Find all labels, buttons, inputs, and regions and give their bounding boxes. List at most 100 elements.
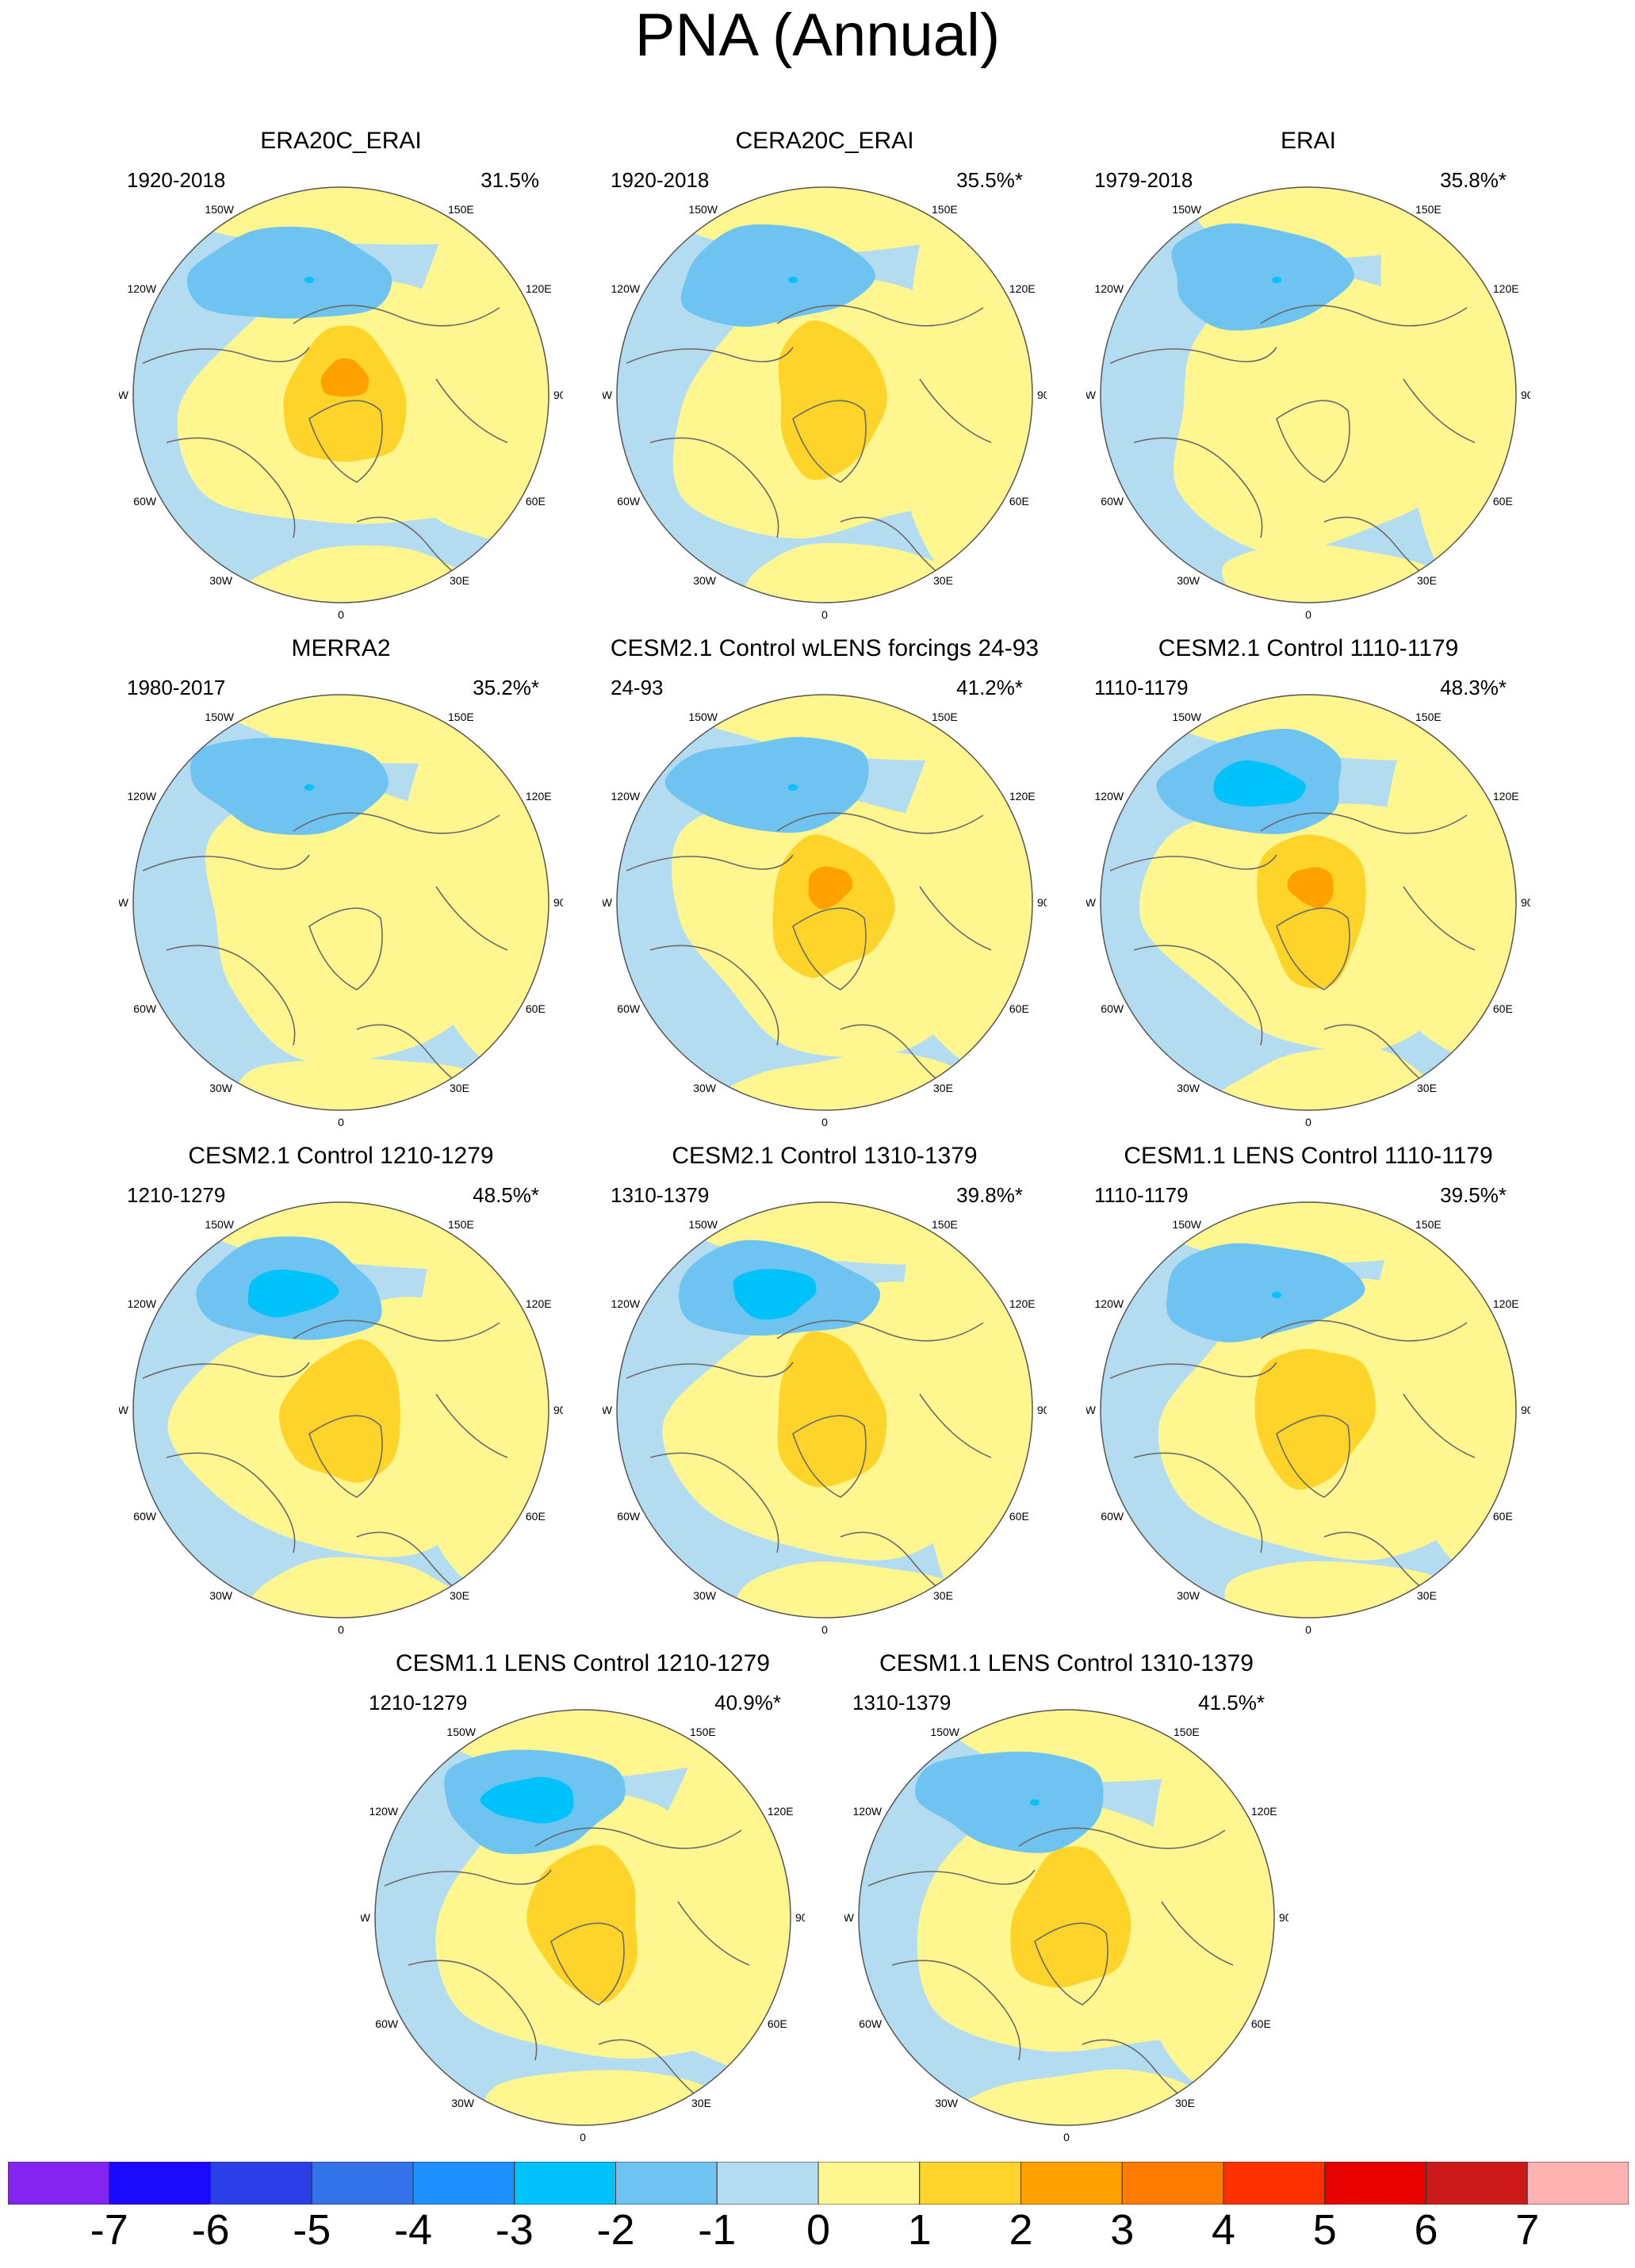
longitude-label: 120W xyxy=(611,790,641,803)
longitude-label: 60W xyxy=(617,1002,641,1015)
panel-variance: 48.3%* xyxy=(1440,676,1507,699)
panel-period: 1110-1179 xyxy=(1094,1183,1189,1207)
colorbar-tick-label: -6 xyxy=(191,2206,230,2254)
longitude-label: 0 xyxy=(1305,1623,1311,1636)
colorbar-swatch xyxy=(615,2162,718,2205)
longitude-label: 150E xyxy=(1415,1218,1442,1231)
longitude-label: 90E xyxy=(795,1911,805,1924)
longitude-label: 60E xyxy=(1009,1510,1029,1523)
longitude-label: 60E xyxy=(1251,2017,1271,2030)
map-panel: CERA20C_ERAI 1920-2018 35.5%* 180 0 90W 90E 150… xyxy=(603,127,1047,621)
longitude-label: 150E xyxy=(1415,711,1442,723)
panel-period: 1979-2018 xyxy=(1094,168,1193,192)
negative-center-core xyxy=(733,1269,817,1320)
positive-anomaly-region xyxy=(484,2070,718,2125)
longitude-label: 90W xyxy=(119,1404,129,1416)
colorbar-tick-label: 0 xyxy=(806,2206,831,2254)
map-panel: CESM1.1 LENS Control 1110-1179 1110-1179 3… xyxy=(1086,1142,1530,1636)
longitude-label: 90W xyxy=(1086,896,1097,909)
polar-map: 180 0 90W 90E 150W 120W 150E 120E 60W 30W 60E 30E xyxy=(119,690,563,1128)
longitude-label: 30W xyxy=(451,2097,475,2109)
polar-map: 180 0 90W 90E 150W 120W 150E 120E 60W 30W 60E 30E xyxy=(361,1705,805,2143)
longitude-label: 180 xyxy=(573,1705,592,1706)
colorbar-swatch xyxy=(412,2162,515,2205)
polar-map: 180 0 90W 90E 150W 120W 150E 120E 60W 30W 60E 30E xyxy=(1086,182,1530,621)
longitude-label: 90E xyxy=(1037,896,1047,909)
longitude-label: 150W xyxy=(205,711,234,723)
panel-variance: 35.8%* xyxy=(1440,168,1507,192)
longitude-label: 120E xyxy=(1009,282,1036,295)
panel-variance: 39.5%* xyxy=(1440,1183,1507,1207)
panel-variance: 35.2%* xyxy=(473,676,539,699)
map-border xyxy=(858,1709,1275,2126)
longitude-label: 30W xyxy=(209,1082,233,1094)
negative-center xyxy=(680,224,876,328)
longitude-label: 30E xyxy=(933,1082,953,1094)
longitude-label: 90W xyxy=(603,896,613,909)
longitude-label: 60E xyxy=(1493,1510,1513,1523)
longitude-label: 150E xyxy=(448,203,474,216)
negative-center-core xyxy=(480,1776,574,1824)
coastlines xyxy=(867,1827,1234,2109)
coastlines xyxy=(1109,1320,1476,1601)
longitude-label: 150W xyxy=(446,1726,476,1738)
panel-period: 1920-2018 xyxy=(611,168,710,192)
negative-center-core xyxy=(304,784,314,791)
colorbar-tick-label: -1 xyxy=(698,2206,737,2254)
map-panel: CESM1.1 LENS Control 1310-1379 1310-1379 4… xyxy=(844,1649,1288,2143)
positive-center xyxy=(777,1331,887,1488)
longitude-label: 60E xyxy=(1009,495,1029,508)
longitude-label: 150E xyxy=(690,1726,716,1738)
longitude-label: 30E xyxy=(933,574,953,587)
longitude-label: 30E xyxy=(1175,2097,1195,2109)
panel-period: 1210-1279 xyxy=(369,1691,468,1714)
longitude-label: 120W xyxy=(128,790,157,803)
longitude-label: 180 xyxy=(331,690,350,691)
panel-title: CESM1.1 LENS Control 1110-1179 xyxy=(1124,1143,1493,1169)
colorbar-swatch xyxy=(514,2162,616,2205)
map-panel: CESM2.1 Control 1310-1379 1310-1379 39.8%*… xyxy=(603,1142,1047,1636)
positive-anomaly-region xyxy=(734,542,976,603)
longitude-label: 30E xyxy=(1417,1082,1437,1094)
longitude-label: 120W xyxy=(853,1805,883,1818)
panel-variance: 35.5%* xyxy=(956,168,1023,192)
longitude-label: 150E xyxy=(448,1218,474,1231)
longitude-label: 90E xyxy=(553,389,563,401)
positive-center-core xyxy=(1287,867,1334,909)
map-border xyxy=(616,1201,1033,1619)
longitude-label: 0 xyxy=(1305,608,1311,621)
longitude-label: 120E xyxy=(1493,1297,1519,1310)
longitude-label: 120W xyxy=(611,1297,641,1310)
polar-map: 180 0 90W 90E 150W 120W 150E 120E 60W 30W 60E 30E xyxy=(119,182,563,621)
positive-anomaly-region xyxy=(903,187,1032,586)
colorbar-tick-label: 5 xyxy=(1312,2206,1337,2254)
longitude-label: 90E xyxy=(1037,1404,1047,1416)
colorbar-tick-label: 2 xyxy=(1009,2206,1033,2254)
longitude-label: 30E xyxy=(450,1082,469,1094)
coastlines xyxy=(1109,812,1476,1094)
map-border xyxy=(374,1709,791,2126)
longitude-label: 90W xyxy=(844,1911,855,1924)
map-panel: MERRA21980-201735.2%*180090W90E150W120W1… xyxy=(119,634,563,1128)
longitude-label: 30E xyxy=(1417,574,1437,587)
longitude-label: 150E xyxy=(932,1218,958,1231)
map-border xyxy=(1100,186,1517,603)
longitude-label: 120W xyxy=(1095,790,1124,803)
longitude-label: 90W xyxy=(119,896,129,909)
map-border xyxy=(132,694,549,1111)
longitude-label: 30E xyxy=(450,1589,469,1602)
longitude-label: 120E xyxy=(1493,282,1519,295)
longitude-label: 30W xyxy=(209,1589,233,1602)
longitude-label: 90W xyxy=(603,389,613,401)
longitude-label: 120E xyxy=(526,1297,552,1310)
longitude-label: 60E xyxy=(526,495,546,508)
map-panel: CESM2.1 Control 1210-1279 1210-1279 48.5%*… xyxy=(119,1142,563,1636)
negative-center-core xyxy=(788,784,798,791)
longitude-label: 150E xyxy=(1415,203,1442,216)
positive-center-core xyxy=(808,866,853,910)
longitude-label: 90E xyxy=(1521,1404,1530,1416)
longitude-label: 120W xyxy=(1095,282,1124,295)
panel-variance: 41.5%* xyxy=(1198,1691,1265,1714)
longitude-label: 60W xyxy=(375,2017,399,2030)
longitude-label: 150W xyxy=(1172,711,1201,723)
